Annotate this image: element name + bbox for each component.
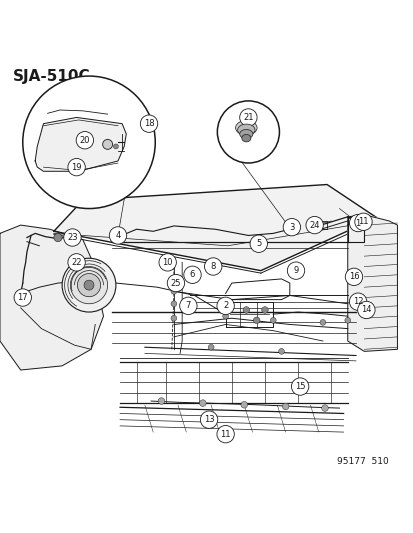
Circle shape — [23, 76, 155, 208]
Text: 7: 7 — [185, 301, 190, 310]
Circle shape — [54, 233, 62, 241]
Circle shape — [171, 316, 176, 321]
Circle shape — [171, 301, 176, 306]
Text: 95177  510: 95177 510 — [337, 457, 388, 466]
Circle shape — [109, 227, 126, 244]
Circle shape — [199, 400, 206, 407]
Circle shape — [77, 273, 100, 297]
Polygon shape — [0, 225, 103, 370]
Text: 9: 9 — [293, 266, 298, 275]
Circle shape — [240, 401, 247, 408]
Text: 23: 23 — [67, 233, 78, 242]
Circle shape — [349, 214, 366, 232]
Circle shape — [200, 411, 217, 429]
Circle shape — [349, 293, 366, 310]
Ellipse shape — [237, 124, 254, 136]
Text: 19: 19 — [71, 163, 82, 172]
Text: 12: 12 — [352, 297, 363, 306]
Circle shape — [344, 268, 362, 286]
Ellipse shape — [235, 120, 256, 135]
Text: 20: 20 — [79, 136, 90, 145]
Circle shape — [140, 115, 157, 132]
Circle shape — [208, 344, 214, 350]
Text: 11: 11 — [220, 430, 230, 439]
Polygon shape — [35, 117, 126, 171]
Text: SJA-510C: SJA-510C — [12, 69, 90, 84]
Circle shape — [321, 405, 328, 411]
Circle shape — [14, 289, 31, 306]
Polygon shape — [347, 215, 396, 351]
Text: 3: 3 — [289, 223, 294, 232]
Circle shape — [357, 301, 374, 319]
Circle shape — [102, 140, 112, 149]
Circle shape — [282, 219, 300, 236]
Circle shape — [319, 319, 325, 325]
Circle shape — [291, 378, 308, 395]
Text: 16: 16 — [348, 272, 358, 281]
Circle shape — [64, 229, 81, 246]
Circle shape — [270, 318, 275, 323]
Circle shape — [204, 258, 221, 275]
Text: 6: 6 — [190, 270, 195, 279]
Circle shape — [179, 297, 197, 314]
Circle shape — [183, 266, 201, 284]
Circle shape — [253, 317, 259, 324]
Circle shape — [159, 254, 176, 271]
Circle shape — [216, 425, 234, 443]
Text: 10: 10 — [162, 258, 173, 267]
Text: 4: 4 — [115, 231, 120, 240]
Text: 14: 14 — [360, 305, 371, 314]
Circle shape — [261, 306, 268, 313]
Text: 2: 2 — [223, 301, 228, 310]
Circle shape — [222, 313, 228, 319]
Circle shape — [287, 262, 304, 279]
Circle shape — [249, 235, 267, 253]
Text: 1: 1 — [355, 219, 360, 228]
Polygon shape — [54, 184, 376, 271]
Text: 21: 21 — [242, 113, 253, 122]
Text: 15: 15 — [294, 382, 305, 391]
Circle shape — [278, 349, 284, 354]
Circle shape — [70, 266, 107, 304]
Circle shape — [171, 288, 176, 294]
Circle shape — [68, 254, 85, 271]
Circle shape — [158, 398, 164, 405]
Text: 22: 22 — [71, 258, 82, 267]
Circle shape — [167, 274, 184, 292]
Circle shape — [239, 109, 256, 126]
Text: 11: 11 — [357, 217, 368, 227]
Ellipse shape — [239, 130, 252, 139]
Ellipse shape — [241, 134, 250, 142]
Circle shape — [76, 132, 93, 149]
Text: 8: 8 — [210, 262, 215, 271]
Circle shape — [344, 318, 350, 323]
Circle shape — [217, 101, 279, 163]
Circle shape — [282, 403, 288, 410]
Circle shape — [354, 213, 371, 230]
Text: 25: 25 — [170, 279, 181, 288]
Circle shape — [62, 258, 116, 312]
Text: 17: 17 — [17, 293, 28, 302]
Circle shape — [216, 297, 234, 314]
Text: 5: 5 — [256, 239, 261, 248]
Circle shape — [84, 280, 94, 290]
Text: 13: 13 — [203, 415, 214, 424]
Circle shape — [113, 144, 118, 149]
Circle shape — [305, 216, 323, 234]
Text: 18: 18 — [143, 119, 154, 128]
Circle shape — [242, 306, 249, 313]
Text: 24: 24 — [309, 221, 319, 230]
Circle shape — [68, 158, 85, 176]
